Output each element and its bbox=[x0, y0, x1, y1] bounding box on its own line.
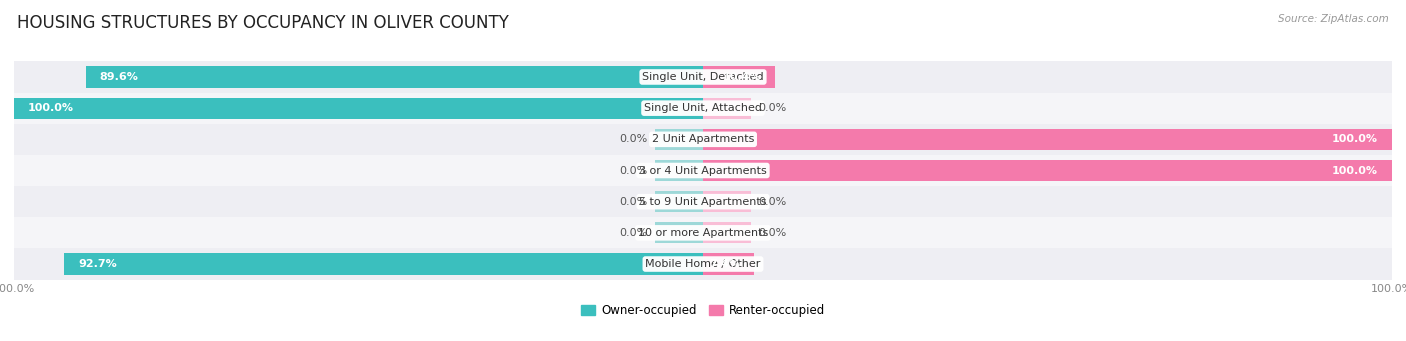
Text: 0.0%: 0.0% bbox=[758, 197, 786, 207]
Bar bbox=[14, 98, 703, 119]
Bar bbox=[65, 253, 703, 275]
Text: 0.0%: 0.0% bbox=[758, 228, 786, 238]
Bar bbox=[703, 191, 751, 212]
Text: 0.0%: 0.0% bbox=[620, 228, 648, 238]
Bar bbox=[14, 249, 1392, 280]
Bar bbox=[86, 66, 703, 88]
Text: 0.0%: 0.0% bbox=[620, 134, 648, 144]
Bar bbox=[655, 222, 703, 243]
Text: 0.0%: 0.0% bbox=[620, 165, 648, 176]
Text: 0.0%: 0.0% bbox=[758, 103, 786, 113]
Legend: Owner-occupied, Renter-occupied: Owner-occupied, Renter-occupied bbox=[576, 299, 830, 322]
Bar bbox=[703, 98, 751, 119]
Bar bbox=[14, 186, 1392, 217]
Text: Source: ZipAtlas.com: Source: ZipAtlas.com bbox=[1278, 14, 1389, 24]
Text: Mobile Home / Other: Mobile Home / Other bbox=[645, 259, 761, 269]
Text: 5 to 9 Unit Apartments: 5 to 9 Unit Apartments bbox=[640, 197, 766, 207]
Text: 10 or more Apartments: 10 or more Apartments bbox=[638, 228, 768, 238]
Text: Single Unit, Attached: Single Unit, Attached bbox=[644, 103, 762, 113]
Text: 100.0%: 100.0% bbox=[1331, 165, 1378, 176]
Text: 100.0%: 100.0% bbox=[28, 103, 75, 113]
Bar bbox=[14, 124, 1392, 155]
Bar bbox=[703, 160, 1392, 181]
Bar bbox=[703, 222, 751, 243]
Bar bbox=[703, 66, 775, 88]
Bar bbox=[14, 217, 1392, 249]
Bar bbox=[14, 92, 1392, 124]
Text: 7.4%: 7.4% bbox=[709, 259, 740, 269]
Bar bbox=[655, 191, 703, 212]
Text: 0.0%: 0.0% bbox=[620, 197, 648, 207]
Text: 2 Unit Apartments: 2 Unit Apartments bbox=[652, 134, 754, 144]
Text: 100.0%: 100.0% bbox=[1331, 134, 1378, 144]
Bar bbox=[655, 160, 703, 181]
Bar bbox=[14, 155, 1392, 186]
Text: Single Unit, Detached: Single Unit, Detached bbox=[643, 72, 763, 82]
Text: HOUSING STRUCTURES BY OCCUPANCY IN OLIVER COUNTY: HOUSING STRUCTURES BY OCCUPANCY IN OLIVE… bbox=[17, 14, 509, 32]
Text: 10.4%: 10.4% bbox=[723, 72, 761, 82]
Text: 3 or 4 Unit Apartments: 3 or 4 Unit Apartments bbox=[640, 165, 766, 176]
Bar bbox=[703, 129, 1392, 150]
Text: 92.7%: 92.7% bbox=[79, 259, 117, 269]
Bar bbox=[14, 61, 1392, 92]
Bar bbox=[703, 253, 754, 275]
Text: 89.6%: 89.6% bbox=[100, 72, 138, 82]
Bar bbox=[655, 129, 703, 150]
